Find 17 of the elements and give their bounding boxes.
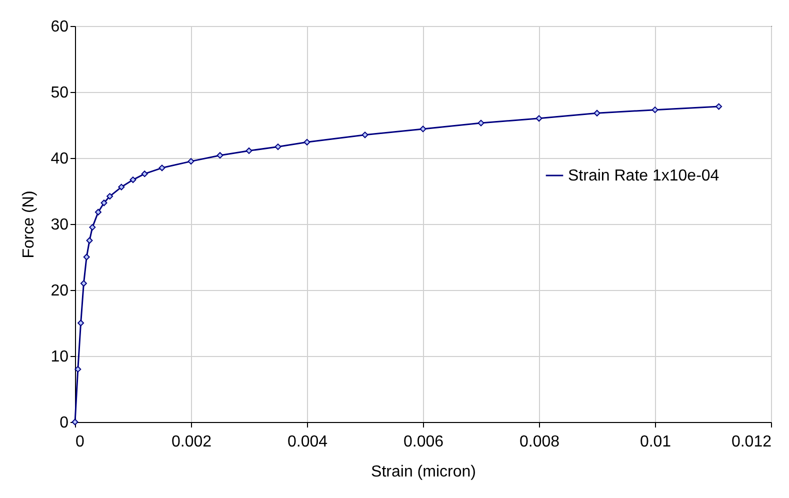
legend-label: Strain Rate 1x10e-04 [568,168,720,184]
y-tick-label: 30 [50,216,69,234]
y-tick-label: 10 [50,348,69,366]
y-tick-label: 60 [50,18,69,36]
x-tick-label: 0.012 [731,434,772,450]
y-tick-label: 20 [50,282,69,300]
x-tick-label: 0.002 [171,434,212,450]
y-tick-label: 0 [60,414,69,432]
x-axis-title: Strain (micron) [371,464,476,480]
x-tick-label: 0.004 [287,434,328,450]
y-tick-label: 40 [50,150,69,168]
y-tick-label: 50 [50,84,69,102]
x-tick-label: 0.01 [640,434,672,450]
y-axis-title: Force (N) [20,190,38,258]
x-tick-label: 0.008 [519,434,560,450]
x-tick-label: 0.006 [403,434,444,450]
x-tick-label: 0 [76,434,84,450]
